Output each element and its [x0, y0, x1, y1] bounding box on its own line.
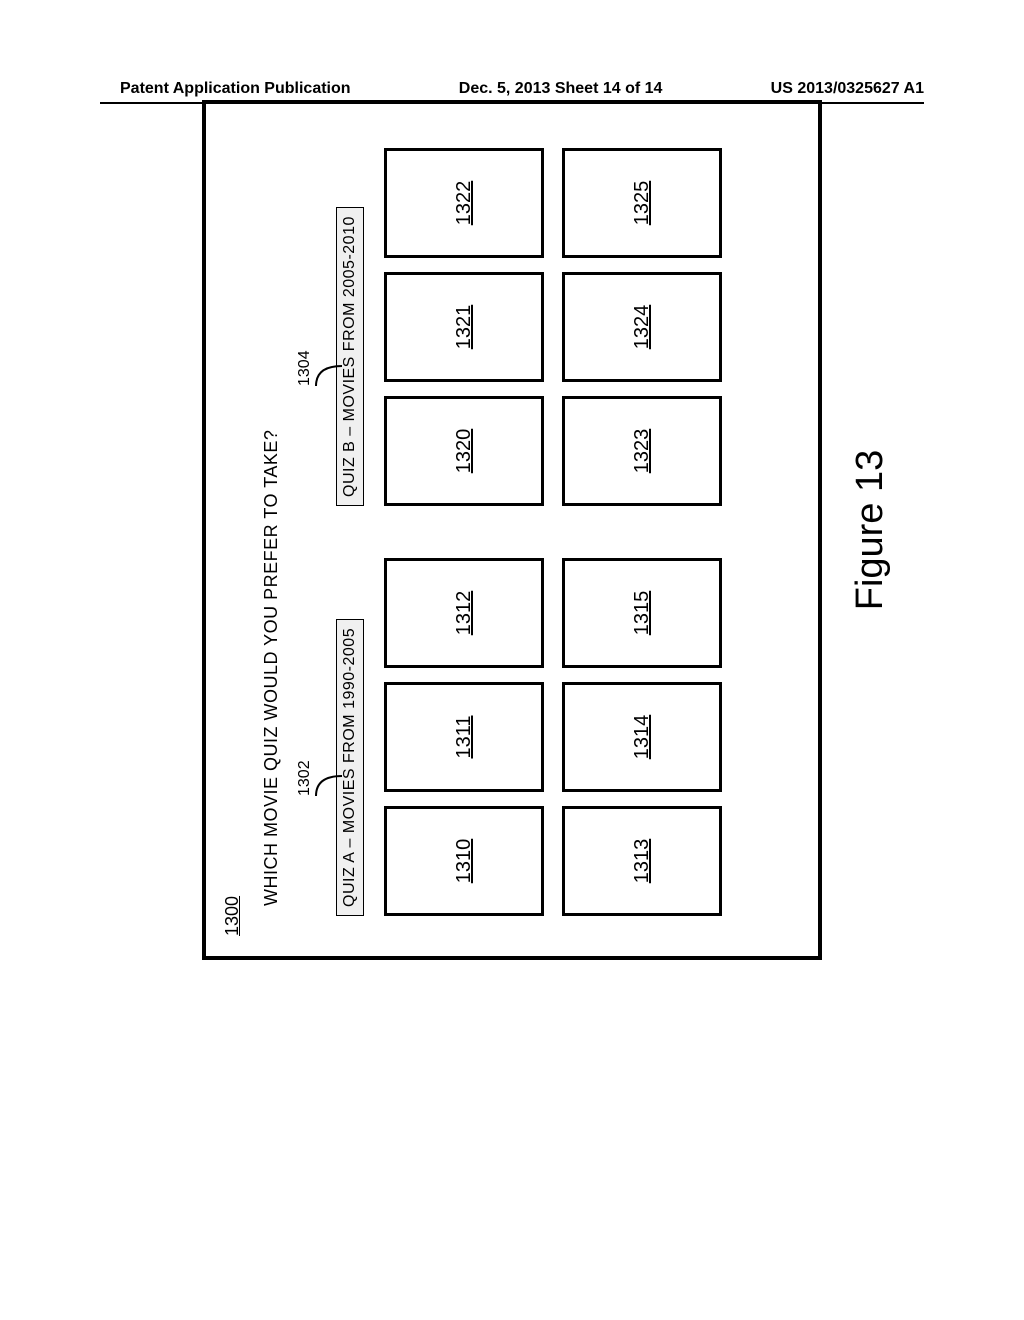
callout-b-arc-icon: [314, 346, 344, 386]
quiz-b-grid: 1320 1321 1322 1323 1324 1325: [384, 136, 722, 506]
figure-caption: Figure 13: [849, 450, 892, 611]
quiz-b-cell[interactable]: 1322: [384, 148, 544, 258]
quiz-a-cell[interactable]: 1314: [562, 682, 722, 792]
callout-a-ref: 1302: [296, 760, 313, 796]
quiz-a-cell[interactable]: 1312: [384, 558, 544, 668]
quiz-b-cell[interactable]: 1320: [384, 396, 544, 506]
quiz-b-block: 1304 QUIZ B – MOVIES FROM 2005-2010 1320…: [336, 136, 722, 506]
callout-b: 1304: [296, 346, 344, 386]
header-right: US 2013/0325627 A1: [771, 80, 924, 98]
quiz-a-cell[interactable]: 1310: [384, 806, 544, 916]
quiz-b-cell[interactable]: 1324: [562, 272, 722, 382]
quiz-a-cell[interactable]: 1313: [562, 806, 722, 916]
callout-a: 1302: [296, 756, 344, 796]
diagram-area: 1300 WHICH MOVIE QUIZ WOULD YOU PREFER T…: [202, 100, 822, 960]
quiz-a-grid: 1310 1311 1312 1313 1314 1315: [384, 546, 722, 916]
header-center: Dec. 5, 2013 Sheet 14 of 14: [459, 80, 663, 98]
ref-number-main: 1300: [222, 896, 243, 936]
quiz-a-block: 1302 QUIZ A – MOVIES FROM 1990-2005 1310…: [336, 546, 722, 916]
quiz-a-cell[interactable]: 1315: [562, 558, 722, 668]
header-left: Patent Application Publication: [120, 80, 351, 98]
quiz-b-cell[interactable]: 1323: [562, 396, 722, 506]
outer-frame: 1300 WHICH MOVIE QUIZ WOULD YOU PREFER T…: [202, 100, 822, 960]
page-header: Patent Application Publication Dec. 5, 2…: [0, 80, 1024, 98]
quiz-a-cell[interactable]: 1311: [384, 682, 544, 792]
callout-a-arc-icon: [314, 756, 344, 796]
quiz-b-cell[interactable]: 1325: [562, 148, 722, 258]
quiz-b-cell[interactable]: 1321: [384, 272, 544, 382]
question-title: WHICH MOVIE QUIZ WOULD YOU PREFER TO TAK…: [261, 430, 282, 906]
patent-page: Patent Application Publication Dec. 5, 2…: [0, 0, 1024, 1320]
callout-b-ref: 1304: [296, 350, 313, 386]
